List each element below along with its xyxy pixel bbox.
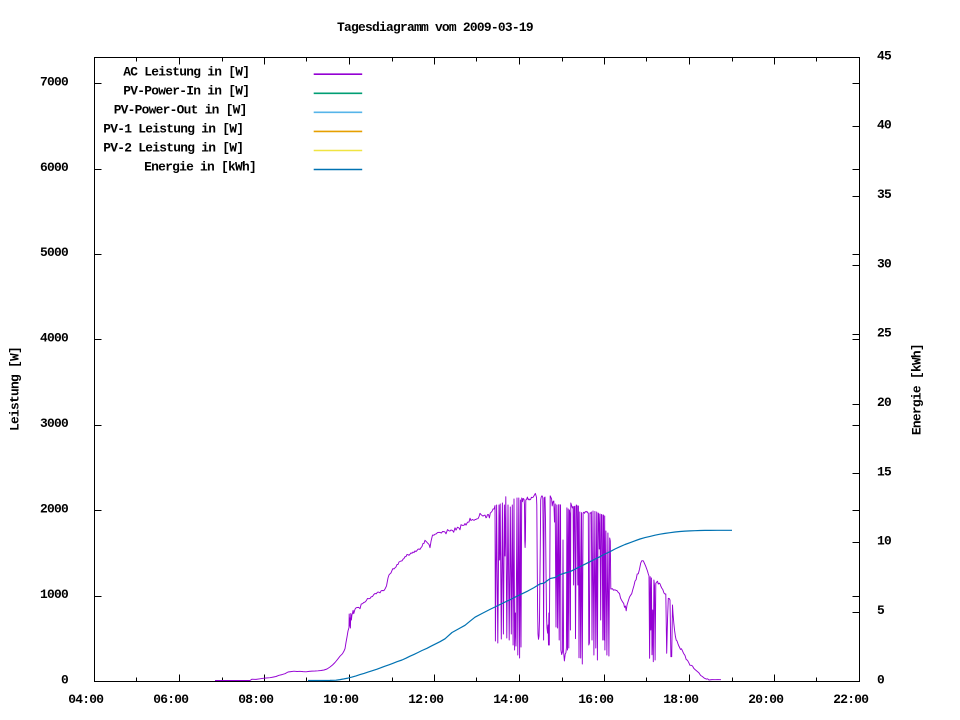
svg-text:30: 30 (877, 256, 891, 271)
svg-text:4000: 4000 (40, 331, 68, 346)
svg-text:10: 10 (877, 534, 891, 549)
svg-text:12:00: 12:00 (408, 692, 443, 707)
svg-text:14:00: 14:00 (493, 692, 528, 707)
svg-text:Tagesdiagramm vom 2009-03-19: Tagesdiagramm vom 2009-03-19 (337, 20, 533, 35)
svg-text:25: 25 (877, 326, 892, 341)
svg-text:5000: 5000 (40, 245, 68, 260)
svg-text:20: 20 (877, 395, 891, 410)
svg-text:PV-Power-In in [W]: PV-Power-In in [W] (123, 83, 249, 98)
svg-text:AC Leistung in [W]: AC Leistung in [W] (123, 64, 249, 79)
svg-text:1000: 1000 (40, 587, 68, 602)
svg-text:Energie [kWh]: Energie [kWh] (910, 344, 925, 435)
svg-text:3000: 3000 (40, 416, 68, 431)
svg-text:04:00: 04:00 (68, 692, 103, 707)
svg-text:06:00: 06:00 (153, 692, 188, 707)
svg-text:22:00: 22:00 (833, 692, 868, 707)
svg-text:5: 5 (877, 603, 885, 618)
svg-text:20:00: 20:00 (748, 692, 783, 707)
svg-text:16:00: 16:00 (578, 692, 613, 707)
svg-text:0: 0 (61, 672, 68, 687)
svg-text:10:00: 10:00 (323, 692, 358, 707)
svg-text:15: 15 (877, 464, 892, 479)
svg-text:PV-Power-Out in [W]: PV-Power-Out in [W] (114, 102, 247, 117)
svg-text:18:00: 18:00 (663, 692, 698, 707)
svg-text:7000: 7000 (40, 74, 68, 89)
svg-text:PV-2 Leistung in [W]: PV-2 Leistung in [W] (103, 141, 243, 156)
svg-text:35: 35 (877, 187, 892, 202)
svg-text:Energie in [kWh]: Energie in [kWh] (144, 160, 256, 175)
svg-text:08:00: 08:00 (238, 692, 273, 707)
svg-text:45: 45 (877, 48, 892, 63)
svg-text:2000: 2000 (40, 502, 68, 517)
svg-text:40: 40 (877, 118, 891, 133)
svg-text:Leistung [W]: Leistung [W] (8, 347, 23, 431)
svg-text:0: 0 (877, 672, 884, 687)
svg-text:PV-1 Leistung in [W]: PV-1 Leistung in [W] (103, 122, 243, 137)
svg-text:6000: 6000 (40, 160, 68, 175)
